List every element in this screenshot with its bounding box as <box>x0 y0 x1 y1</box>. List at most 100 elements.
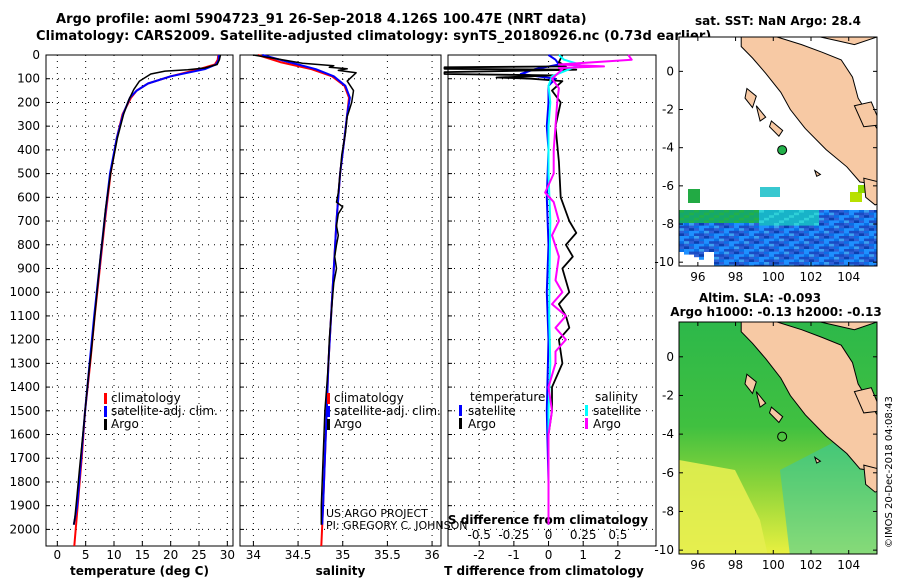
sst-cell <box>759 246 764 250</box>
sst-cell <box>699 246 704 250</box>
sst-cell <box>769 246 774 250</box>
sst-cell <box>699 230 704 234</box>
sst-cell <box>694 249 699 252</box>
sst-cell <box>714 236 719 239</box>
sst-cell <box>819 233 824 237</box>
sst-cell <box>814 238 819 242</box>
sst-cell <box>794 233 799 237</box>
sst-cell <box>704 217 709 221</box>
sst-cell <box>789 256 794 260</box>
sst-cell <box>859 264 864 266</box>
sst-cell <box>854 254 859 258</box>
sdiff-tick-label: 0.25 <box>570 528 597 542</box>
sst-cell <box>744 223 749 226</box>
sst-cell <box>809 249 814 252</box>
sst-cell <box>804 264 809 266</box>
sst-cell <box>859 259 864 263</box>
sst-cell <box>784 251 789 255</box>
sst-cell <box>739 233 744 237</box>
sst-cell <box>859 256 864 260</box>
sst-cell <box>739 230 744 234</box>
pressure-tick-label: 100 <box>17 72 40 86</box>
sst-cell <box>874 210 877 213</box>
sst-cell <box>749 251 754 255</box>
sst-cell <box>869 210 874 213</box>
sst-cell <box>734 220 739 224</box>
sst-cell <box>794 210 799 213</box>
sst-cell <box>759 215 764 219</box>
sst-cell <box>774 246 779 250</box>
sst-cell <box>749 264 754 266</box>
sst-cell <box>814 259 819 263</box>
sst-cell <box>784 215 789 219</box>
sst-cell <box>829 264 834 266</box>
sst-cell <box>774 256 779 260</box>
sst-cell <box>859 254 864 258</box>
diff-legend-label: Argo <box>468 417 496 431</box>
sst-cell <box>709 230 714 234</box>
temp-legend-swatch <box>104 406 107 417</box>
diff-legend-label: satellite <box>593 404 641 418</box>
sst-cell <box>739 228 744 232</box>
sst-cell <box>684 243 689 247</box>
salinity-frame <box>239 54 442 547</box>
sst-cell <box>719 217 724 221</box>
sst-cell <box>854 251 859 255</box>
sst-cell <box>859 228 864 232</box>
sst-cell <box>839 246 844 250</box>
sst-cell <box>729 256 734 260</box>
sst-cell <box>789 228 794 232</box>
difference-xtick-label: -2 <box>473 548 485 562</box>
sst-cell <box>814 215 819 219</box>
pressure-tick-label: 400 <box>17 143 40 157</box>
sst-cell <box>759 262 764 265</box>
sst-cell <box>754 228 759 232</box>
sst-cell <box>764 243 769 247</box>
sst-cell <box>729 212 734 216</box>
pressure-tick-label: 1200 <box>9 333 40 347</box>
sst-cell <box>849 249 854 252</box>
sst-cell <box>784 210 789 213</box>
sst-cell <box>744 249 749 252</box>
sst-cell <box>844 233 849 237</box>
sst-cell <box>754 264 759 266</box>
sst-cell <box>819 251 824 255</box>
sst-cell <box>684 217 689 221</box>
sst-cell <box>824 233 829 237</box>
sst-cell <box>774 254 779 258</box>
sst-cell <box>869 220 874 224</box>
sst-cell <box>779 233 784 237</box>
temperature-xtick-label: 10 <box>106 548 121 562</box>
sst-cell <box>734 251 739 255</box>
temperature-xtick-label: 20 <box>163 548 178 562</box>
sst-cell <box>724 264 729 266</box>
sst-cell <box>839 233 844 237</box>
sst-cell <box>724 236 729 239</box>
sst-cell <box>864 217 869 221</box>
tdiff-argo-line <box>443 54 578 525</box>
sst-cell <box>839 262 844 265</box>
sst-cell <box>749 210 754 213</box>
sst-cell <box>869 236 874 239</box>
sst-cell <box>844 215 849 219</box>
salinity-xtick-label: 36 <box>424 548 439 562</box>
salinity-xtick-label: 34.5 <box>285 548 312 562</box>
sst-cell <box>744 215 749 219</box>
sst-cell <box>719 241 724 245</box>
sdiff-tick-label: -0.25 <box>498 528 529 542</box>
sst-cell <box>789 249 794 252</box>
salinity-xtick-label: 35 <box>335 548 350 562</box>
sst-cell <box>834 236 839 239</box>
sst-cell <box>799 251 804 255</box>
sst-cell <box>719 264 724 266</box>
sst-cell <box>784 241 789 245</box>
sst-cell <box>824 251 829 255</box>
temp-legend-label: satellite-adj. clim. <box>111 404 218 418</box>
sst-cell <box>739 215 744 219</box>
sst-cell <box>699 241 704 245</box>
sst-cell <box>799 210 804 213</box>
sst-cell <box>784 259 789 263</box>
sst-cell <box>859 230 864 234</box>
sst-cell <box>824 238 829 242</box>
sst-cell <box>784 236 789 239</box>
